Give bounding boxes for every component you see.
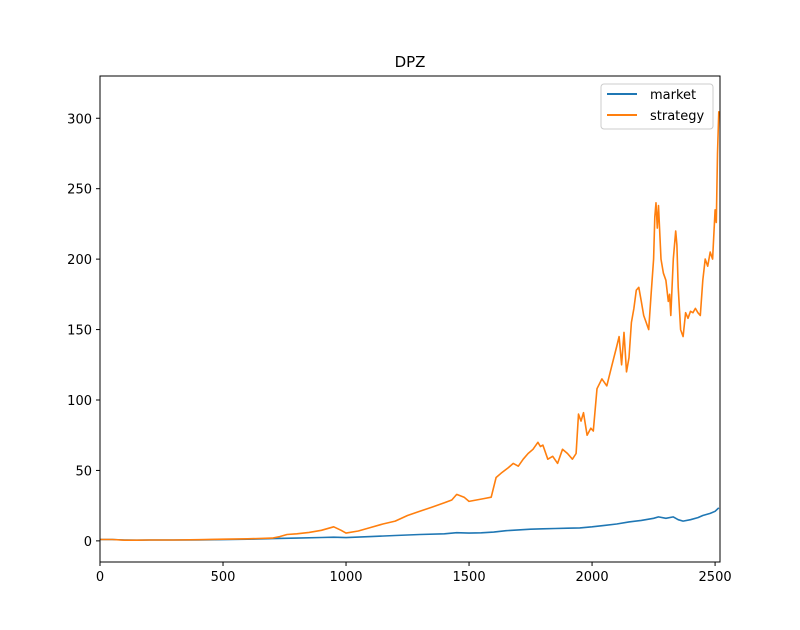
y-tick-label: 200 [67,253,92,268]
x-tick-label: 1500 [453,570,486,585]
x-tick-label: 1000 [329,570,362,585]
legend: market strategy [600,83,714,130]
chart-title: DPZ [395,53,426,71]
y-tick-label: 100 [67,394,92,409]
legend-label-market: market [650,88,696,103]
y-tick-label: 50 [75,464,92,479]
axes-background [100,76,720,562]
y-axis: 0 50 100 150 200 250 300 [67,112,100,550]
series-line-strategy [100,111,720,542]
axes-frame [99,75,721,563]
x-tick-label: 500 [211,570,236,585]
y-tick-label: 150 [67,324,92,339]
x-tick-label: 2500 [699,570,732,585]
y-tick-label: 250 [67,183,92,198]
legend-label-strategy: strategy [650,109,705,124]
legend-box [600,83,714,130]
x-tick-label: 2000 [576,570,609,585]
x-tick-label: 0 [96,570,104,585]
y-tick-label: 0 [84,535,92,550]
series-layer [100,111,720,542]
x-axis: 0 500 1000 1500 2000 2500 [96,562,732,585]
y-tick-label: 300 [67,112,92,127]
plot-area [99,75,721,563]
